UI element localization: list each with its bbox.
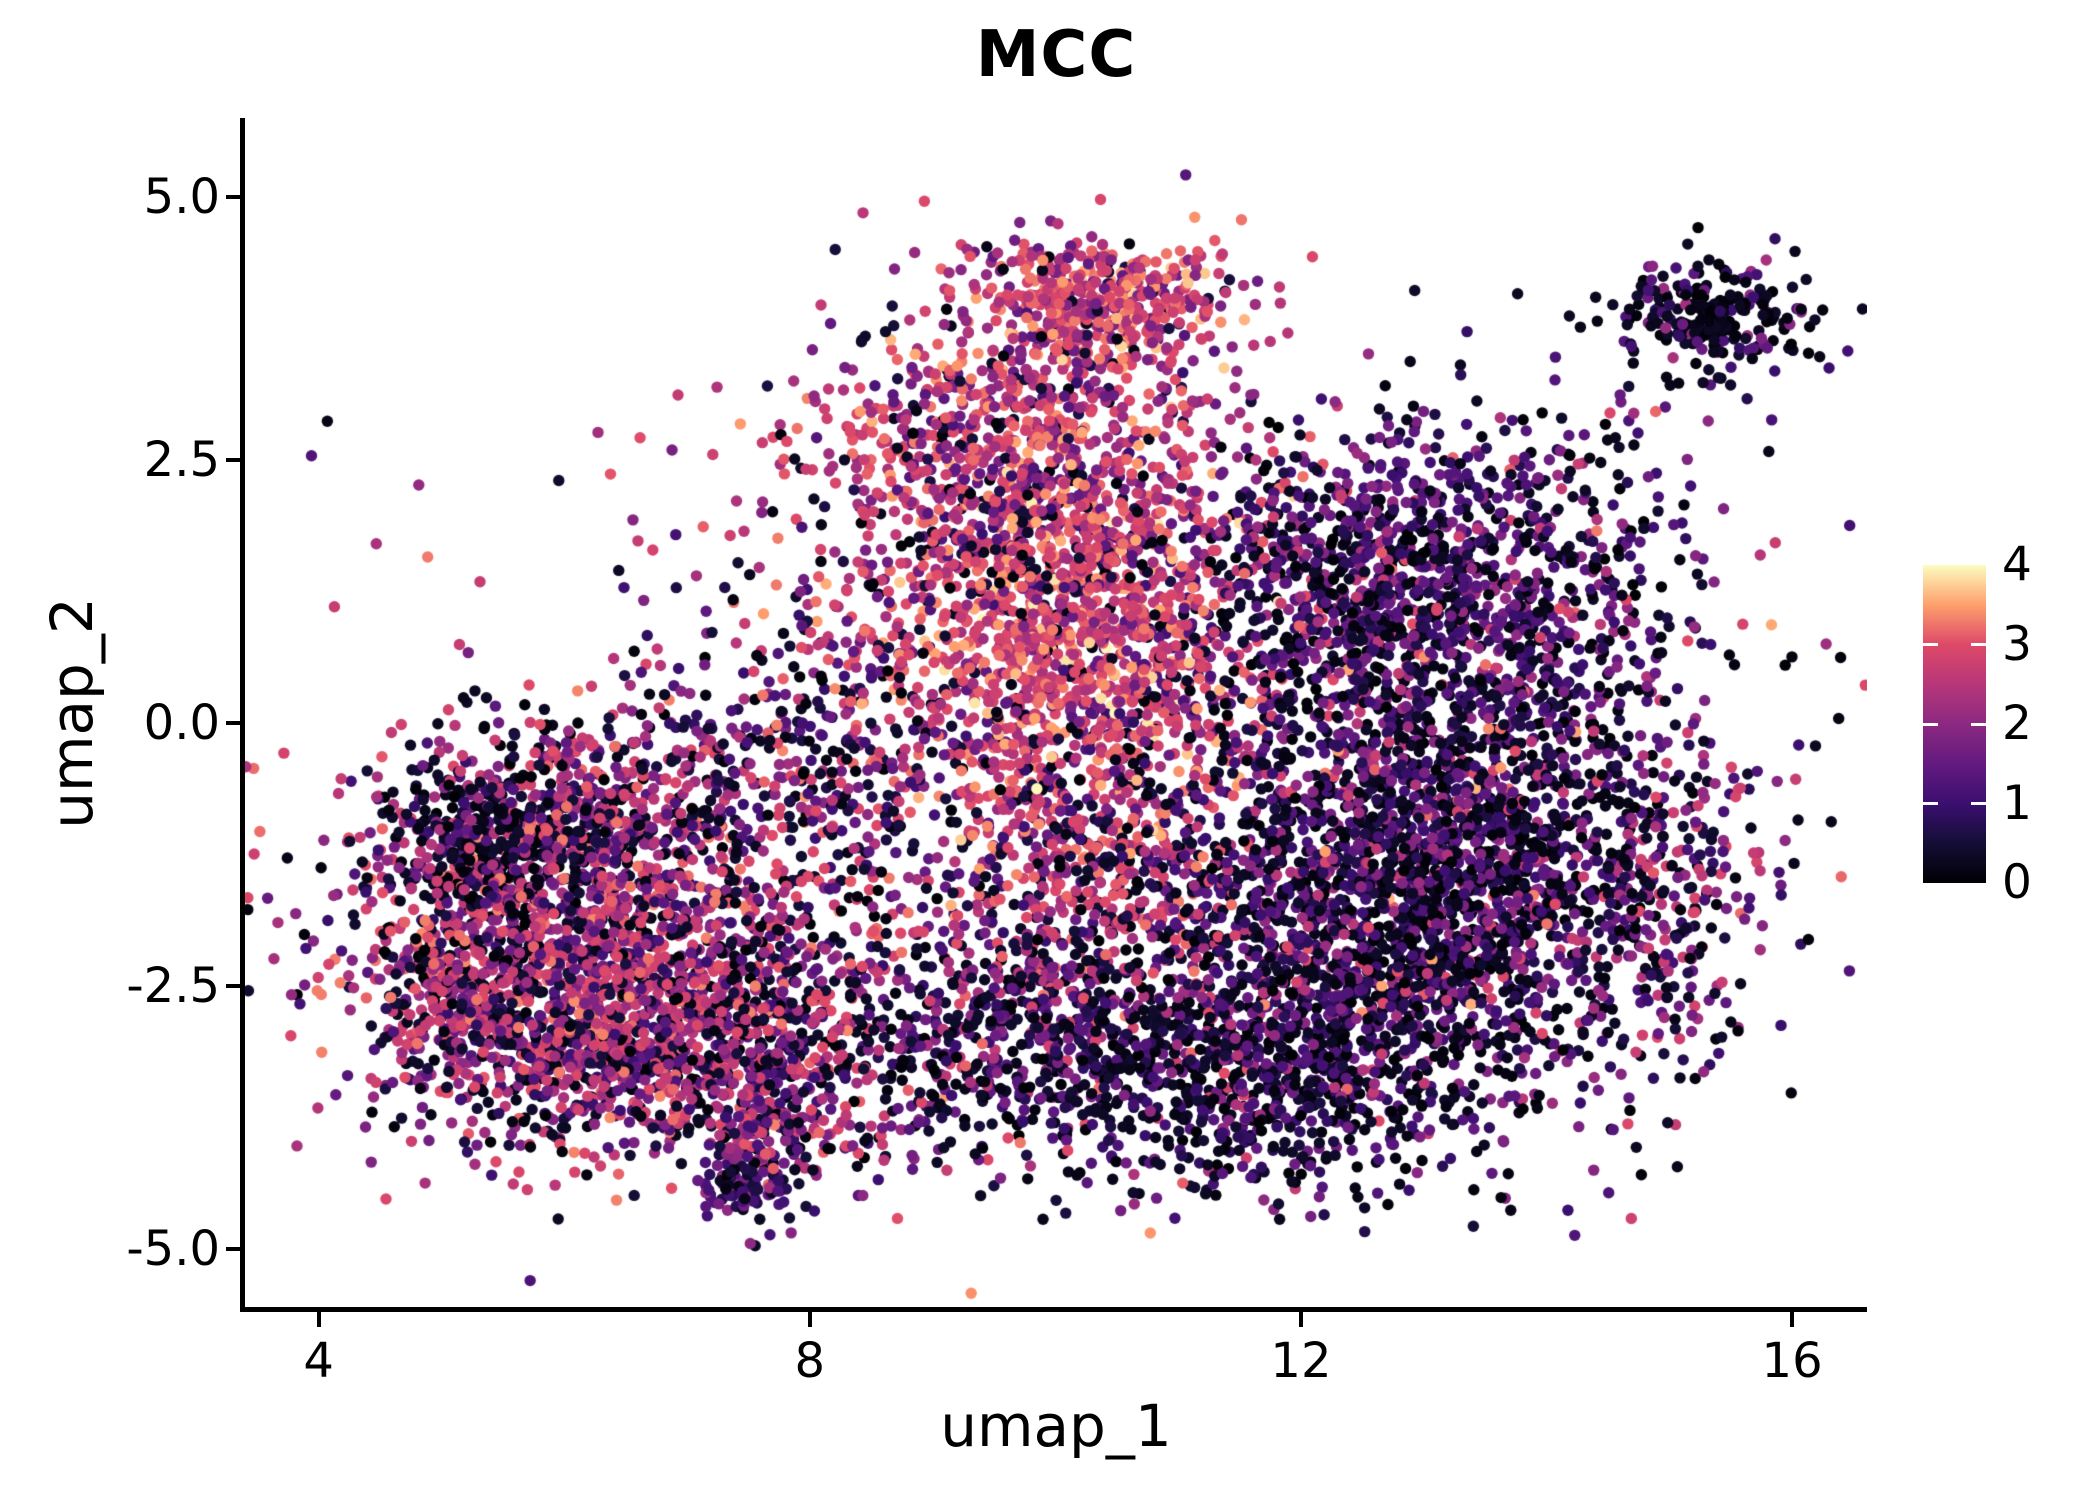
colorbar-tick-label: 3 bbox=[2002, 616, 2032, 672]
colorbar-tick bbox=[1971, 643, 1986, 646]
scatter-points-canvas bbox=[245, 120, 1867, 1307]
colorbar-tick bbox=[1923, 722, 1938, 726]
y-axis-tick bbox=[226, 194, 241, 199]
y-axis-tick bbox=[226, 457, 241, 462]
x-axis-tick bbox=[1298, 1312, 1303, 1327]
y-axis-tick bbox=[226, 984, 241, 989]
colorbar-tick-label: 2 bbox=[2002, 696, 2032, 751]
plot-title: MCC bbox=[975, 18, 1137, 92]
x-axis-tick bbox=[1790, 1312, 1795, 1327]
y-tick-label: -5.0 bbox=[126, 1221, 220, 1278]
x-axis-title: umap_1 bbox=[940, 1392, 1172, 1460]
colorbar-tick bbox=[1923, 802, 1938, 805]
y-axis-tick bbox=[226, 1247, 241, 1252]
colorbar-tick bbox=[1971, 722, 1986, 726]
colorbar-tick bbox=[1971, 802, 1986, 805]
x-axis-tick bbox=[316, 1312, 321, 1327]
x-tick-label: 12 bbox=[1270, 1333, 1332, 1389]
y-axis-tick bbox=[226, 720, 241, 725]
y-tick-label: 2.5 bbox=[143, 431, 220, 488]
x-tick-label: 8 bbox=[794, 1333, 826, 1389]
y-axis-line bbox=[240, 118, 245, 1312]
colorbar-tick-label: 4 bbox=[2002, 537, 2032, 592]
x-axis-tick bbox=[807, 1312, 812, 1327]
y-tick-label: 5.0 bbox=[143, 168, 220, 225]
y-tick-label: -2.5 bbox=[126, 958, 220, 1015]
x-tick-label: 4 bbox=[303, 1333, 334, 1389]
x-axis-line bbox=[240, 1307, 1867, 1312]
colorbar-tick-label: 1 bbox=[2002, 775, 2032, 831]
y-tick-label: 0.0 bbox=[143, 694, 220, 751]
x-tick-label: 16 bbox=[1761, 1333, 1823, 1389]
colorbar-tick-label: 0 bbox=[2002, 855, 2032, 910]
colorbar-tick bbox=[1923, 643, 1938, 646]
